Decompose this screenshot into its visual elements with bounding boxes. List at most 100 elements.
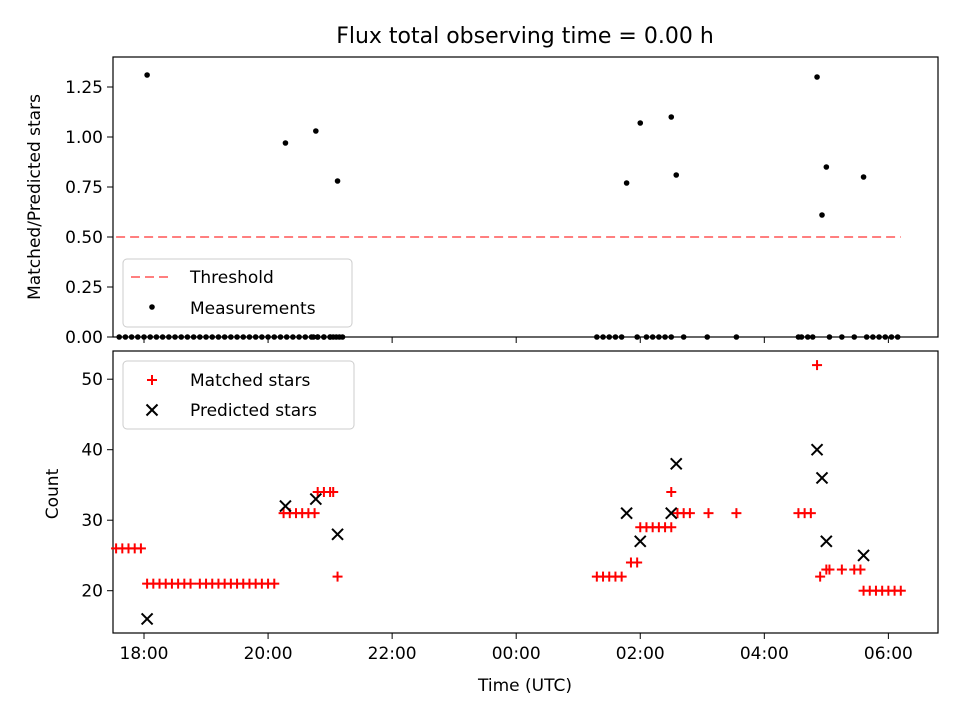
- matched-point: [632, 557, 643, 568]
- matched-point: [703, 508, 714, 519]
- measurement-point: [190, 334, 197, 340]
- measurement-point: [600, 334, 606, 340]
- predicted-point-b: [279, 499, 292, 513]
- measurement-point: [321, 334, 327, 340]
- measurement-point: [135, 334, 141, 340]
- measurement-point: [612, 334, 619, 340]
- measurement-point: [172, 334, 178, 340]
- predicted-point-b: [140, 612, 154, 626]
- measurement-point: [296, 334, 302, 340]
- bottom-legend: Matched stars Predicted stars: [122, 360, 355, 430]
- measurement-point: [310, 334, 317, 340]
- measurement-point: [894, 334, 901, 340]
- measurement-point: [649, 334, 656, 340]
- measurement-point: [203, 334, 209, 340]
- measurement-point: [819, 212, 825, 218]
- measurement-point: [634, 334, 640, 340]
- measurement-point: [876, 334, 882, 340]
- predicted-point: [670, 457, 683, 471]
- predicted-point: [620, 506, 633, 520]
- predicted-point-b: [857, 549, 870, 562]
- measurement-point: [637, 120, 644, 126]
- measurement-point: [215, 334, 222, 340]
- predicted-point: [331, 528, 344, 541]
- matched-point: [836, 564, 847, 575]
- matched-point: [895, 585, 906, 596]
- top-ytick-label: 1.25: [65, 78, 103, 98]
- measurement-point: [141, 334, 147, 340]
- measurement-point: [643, 334, 650, 340]
- measurement-point: [826, 334, 833, 340]
- measurement-point: [870, 334, 876, 340]
- measurement-point: [618, 334, 625, 340]
- measurement-point: [116, 334, 123, 340]
- measurement-point: [733, 334, 740, 340]
- measurement-point: [851, 334, 858, 340]
- measurement-point: [265, 334, 271, 340]
- measurement-point: [122, 334, 129, 340]
- predicted-point-b: [620, 506, 633, 520]
- predicted-point: [279, 499, 292, 513]
- measurement-point: [330, 334, 337, 340]
- predicted-point: [634, 535, 647, 548]
- predicted-point: [309, 492, 323, 506]
- predicted-point: [665, 506, 678, 520]
- measurement-point: [823, 164, 830, 170]
- measurement-point: [197, 334, 203, 340]
- top-panel: 0.00 0.25 0.50 0.75 1.00 1.25 Threshold Measure…: [65, 56, 939, 348]
- predicted-point-b: [820, 535, 833, 548]
- matched-point: [805, 508, 816, 519]
- chart-title: Flux total observing time = 0.00 h: [336, 24, 714, 49]
- measurement-point: [271, 334, 278, 340]
- bottom-xtick-label: 00:00: [492, 644, 541, 664]
- measurement-point: [594, 334, 600, 340]
- legend-matched-swatch: [147, 375, 157, 385]
- predicted-point-b: [665, 506, 678, 520]
- top-ytick-label: 0.75: [65, 178, 103, 198]
- matched-point: [684, 508, 695, 519]
- x-axis-label: Time (UTC): [477, 676, 572, 696]
- bottom-legend-box: [122, 360, 355, 430]
- predicted-point-b: [810, 443, 824, 456]
- top-legend: Threshold Measurements: [122, 258, 353, 328]
- matched-point: [185, 578, 196, 589]
- measurement-point: [668, 334, 675, 340]
- matched-point: [309, 508, 320, 519]
- measurement-point: [860, 174, 867, 180]
- legend-measurement-swatch: [149, 304, 155, 310]
- measurement-point: [656, 334, 662, 340]
- legend-threshold-label: Threshold: [189, 268, 274, 288]
- measurement-point: [302, 334, 309, 340]
- predicted-point-b: [634, 535, 647, 548]
- measurement-point: [882, 334, 889, 340]
- top-ytick-label: 0.50: [65, 228, 103, 248]
- measurement-point: [314, 334, 321, 340]
- measurement-point: [809, 334, 816, 340]
- bottom-xtick-label: 04:00: [740, 644, 789, 664]
- measurement-point: [668, 114, 675, 120]
- measurement-point: [159, 334, 166, 340]
- predicted-point: [857, 549, 870, 562]
- predicted-point: [815, 471, 829, 485]
- measurement-point: [798, 334, 805, 340]
- measurement-point: [662, 334, 668, 340]
- measurement-point: [863, 334, 870, 340]
- measurement-point: [147, 334, 154, 340]
- measurement-point: [144, 72, 150, 78]
- measurement-point: [839, 334, 845, 340]
- predicted-point-b: [309, 492, 323, 506]
- measurement-point: [252, 334, 259, 340]
- bottom-ylabel: Count: [43, 468, 63, 519]
- measurement-point: [178, 334, 185, 340]
- measurement-point: [673, 172, 680, 178]
- top-ytick-label: 0.00: [65, 328, 103, 348]
- measurement-point: [290, 334, 296, 340]
- measurement-point: [623, 180, 630, 186]
- measurement-point: [246, 334, 253, 340]
- measurement-point: [277, 334, 284, 340]
- top-ytick-label: 0.25: [65, 278, 103, 298]
- bottom-xtick-label: 20:00: [244, 644, 293, 664]
- matched-point: [731, 508, 742, 519]
- bottom-xtick-label: 02:00: [616, 644, 665, 664]
- measurement-point: [166, 334, 172, 340]
